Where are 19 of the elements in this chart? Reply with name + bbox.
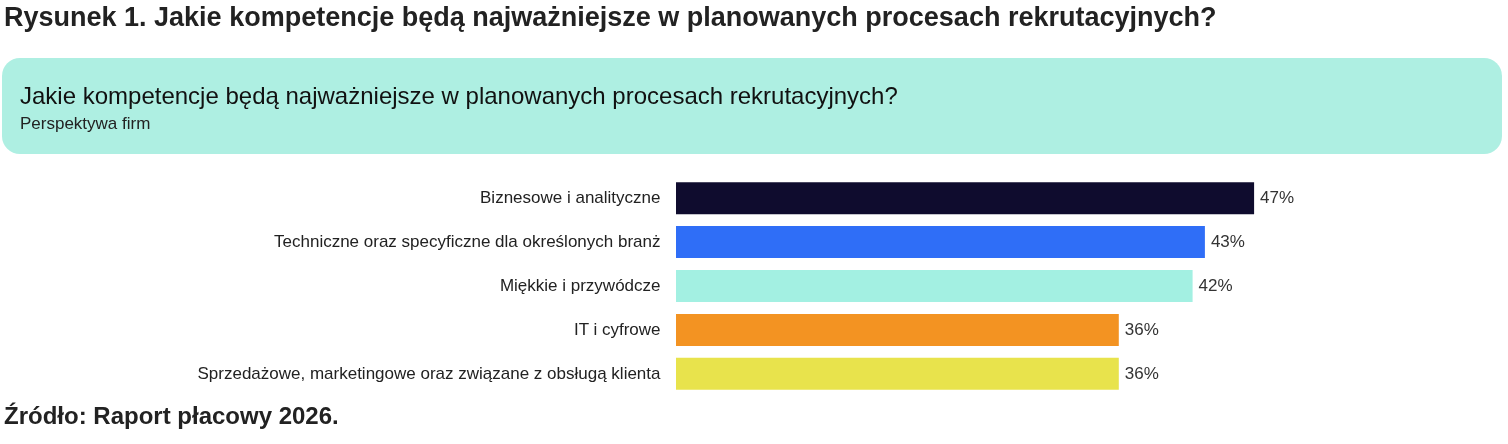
text: Perspektywa firm: [20, 114, 151, 134]
bar: [676, 313, 1119, 346]
chart-title: Rysunek 1. Jakie kompetencje będą najważniejsze w planowanych procesach rekrutacyjnych?: [4, 2, 1217, 33]
data-label: 42%: [1198, 276, 1233, 295]
y-tick-label: Sprzedażowe, marketingowe oraz związane z obsługą klienta: [197, 363, 662, 383]
y-tick-label: Techniczne oraz specyficzne dla określonych branż: [274, 232, 661, 252]
bar: [676, 357, 1119, 390]
bar: [676, 226, 1205, 259]
data-label: 36%: [1124, 363, 1159, 383]
data-label: 43%: [1210, 232, 1245, 252]
data-label: 47%: [1260, 188, 1295, 208]
bar: [676, 182, 1255, 215]
data-label: 36%: [1124, 319, 1159, 339]
y-tick-label: Miękkie i przywódcze: [499, 276, 661, 295]
text: Jakie kompetencje będą najważniejsze w planowanych procesach rekrutacyjnych?: [20, 82, 898, 110]
y-tick-label: Biznesowe i analityczne: [480, 188, 661, 208]
bar: [676, 269, 1193, 303]
y-tick-label: IT i cyfrowe: [573, 319, 661, 339]
text: Źródło: Raport płacowy 2026.: [4, 402, 339, 430]
